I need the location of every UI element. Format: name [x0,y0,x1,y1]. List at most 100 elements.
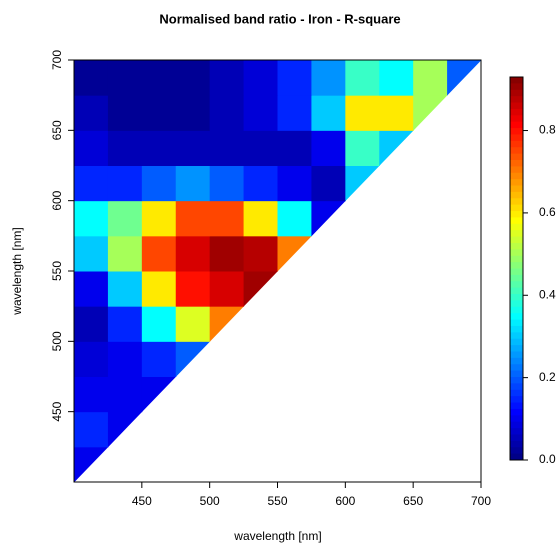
heat-cell [107,60,143,96]
colorbar-step [510,166,523,174]
heat-cell [74,165,109,202]
heat-cell [413,95,448,131]
heat-cell [277,95,312,131]
heat-cell [141,235,177,272]
colorbar-step [510,115,523,123]
heat-cell [141,95,177,131]
colorbar-step [510,428,523,435]
heat-cell [141,376,177,413]
colorbar-step [510,185,523,193]
colorbar-step [510,415,523,423]
colorbar-step [510,383,523,391]
colorbar-tick-label: 0.0 [539,452,556,466]
heat-cell [243,271,278,307]
heat-cell [107,341,143,377]
colorbar-step [510,153,523,161]
heat-cell [209,306,245,342]
colorbar-step [510,83,523,91]
heat-cell [175,306,211,342]
x-tick-label: 700 [471,494,491,508]
colorbar-step [510,268,523,276]
heat-cell [209,60,245,96]
colorbar-step [510,345,523,352]
heat-cell [74,341,109,377]
heat-cell [311,60,346,96]
colorbar-step [510,121,523,129]
heat-cell [74,200,109,237]
heat-cell [209,271,245,307]
colorbar-step [510,128,523,135]
heat-cell [141,165,177,202]
y-tick-label: 500 [50,331,64,351]
colorbar-tick-label: 0.8 [539,123,556,137]
colorbar-step [510,255,523,263]
heat-cell [209,95,245,131]
colorbar-step [510,453,523,461]
colorbar-step [510,230,523,238]
heat-cell [175,341,211,377]
heat-cell [175,271,211,307]
colorbar-tick-label: 0.2 [539,370,556,384]
x-tick-label: 550 [267,494,287,508]
colorbar-step [510,447,523,455]
colorbar-step [510,191,523,199]
heat-cell [277,130,312,166]
colorbar-step [510,402,523,410]
colorbar-step [510,198,523,206]
colorbar-step [510,102,523,110]
colorbar-step [510,217,523,225]
colorbar-step [510,332,523,340]
colorbar-step [510,357,523,365]
x-tick-label: 650 [403,494,423,508]
colorbar-tick-label: 0.4 [539,287,556,301]
colorbar-step [510,338,523,346]
heat-cell [175,95,211,131]
chart-title: Normalised band ratio - Iron - R-square [159,11,400,26]
heat-cell [379,95,414,131]
heat-cell [74,376,109,413]
heat-cell [74,271,109,307]
heat-cell [209,200,245,237]
heat-cell [277,60,312,96]
colorbar-step [510,440,523,448]
y-tick-label: 600 [50,190,64,210]
heat-cell [107,376,143,413]
heat-cell [141,200,177,237]
heat-cell [413,60,448,96]
x-tick-label: 500 [200,494,220,508]
heat-cell [311,200,346,237]
colorbar-step [510,364,523,372]
colorbar-step [510,396,523,404]
y-tick-label: 700 [50,50,64,70]
heat-cell [277,200,312,237]
heat-cell [345,60,380,96]
heat-cell [107,235,143,272]
colorbar-step [510,89,523,97]
x-axis-label: wavelength [nm] [233,529,321,543]
colorbar-step [510,370,523,378]
colorbar-step [510,134,523,142]
heat-cell [141,130,177,166]
heat-cell [141,341,177,377]
colorbar-step [510,325,523,333]
heat-cell [175,235,211,272]
colorbar-step [510,408,523,416]
heat-cell [74,95,109,131]
y-tick-label: 650 [50,120,64,140]
heat-cell [107,95,143,131]
heat-cell [379,130,414,166]
colorbar-step [510,287,523,295]
heat-cell [74,60,109,96]
heat-cell [209,235,245,272]
heat-cell [107,271,143,307]
y-tick-label: 550 [50,261,64,281]
colorbar-step [510,96,523,104]
colorbar-step [510,377,523,384]
heat-cell [141,271,177,307]
heat-cell [107,165,143,202]
heat-cell [175,165,211,202]
heat-cell [243,60,278,96]
y-axis-label: wavelength [nm] [10,227,24,315]
heat-cell [345,130,380,166]
